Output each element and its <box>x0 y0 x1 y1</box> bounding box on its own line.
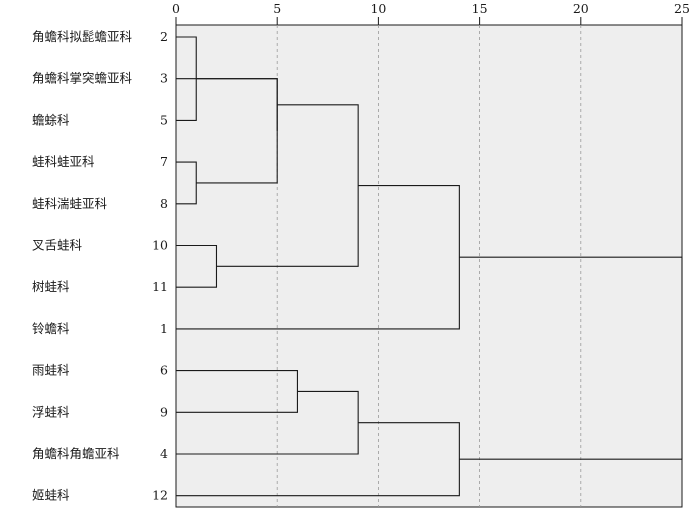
leaf-id-9: 9 <box>160 404 168 419</box>
x-tick-label-5: 5 <box>273 1 281 16</box>
x-tick-label-20: 20 <box>573 1 589 16</box>
leaf-label-1: 铃蟾科 <box>32 321 70 336</box>
leaf-id-2: 2 <box>160 29 168 44</box>
x-tick-label-15: 15 <box>472 1 488 16</box>
leaf-label-12: 姬蛙科 <box>32 488 70 503</box>
leaf-label-7: 蛙科蛙亚科 <box>32 154 95 169</box>
leaf-label-9: 浮蛙科 <box>32 404 70 419</box>
link-K <box>459 256 683 460</box>
leaf-id-5: 5 <box>160 112 168 127</box>
leaf-id-3: 3 <box>160 71 168 86</box>
x-tick-label-0: 0 <box>172 1 180 16</box>
leaf-label-8: 蛙科湍蛙亚科 <box>32 196 108 211</box>
leaf-label-5: 蟾蜍科 <box>32 112 70 127</box>
x-tick-label-10: 10 <box>370 1 386 16</box>
x-axis: 0 5 10 15 20 25 <box>172 1 690 25</box>
x-tick-label-25: 25 <box>674 1 690 16</box>
leaf-id-4: 4 <box>160 446 168 461</box>
leaf-id-1: 1 <box>160 321 168 336</box>
leaf-id-6: 6 <box>160 363 168 378</box>
dendrogram-tree <box>176 36 683 497</box>
leaf-label-6: 雨蛙科 <box>32 363 70 378</box>
link-E <box>196 78 278 131</box>
leaf-labels: 角蟾科拟髭蟾亚科 2 角蟾科掌突蟾亚科 3 蟾蜍科 5 蛙科蛙亚科 7 蛙科湍蛙亚科 8 叉舌蛙科 1… <box>32 29 168 503</box>
leaf-label-3: 角蟾科掌突蟾亚科 <box>32 71 133 86</box>
leaf-id-12: 12 <box>152 488 168 503</box>
leaf-id-7: 7 <box>160 154 168 169</box>
leaf-label-10: 叉舌蛙科 <box>32 238 83 253</box>
leaf-label-11: 树蛙科 <box>32 279 70 294</box>
leaf-label-2: 角蟾科拟髭蟾亚科 <box>32 29 133 44</box>
leaf-label-4: 角蟾科角蟾亚科 <box>32 446 120 461</box>
leaf-id-11: 11 <box>152 279 168 294</box>
leaf-id-10: 10 <box>152 238 168 253</box>
leaf-id-8: 8 <box>160 196 168 211</box>
